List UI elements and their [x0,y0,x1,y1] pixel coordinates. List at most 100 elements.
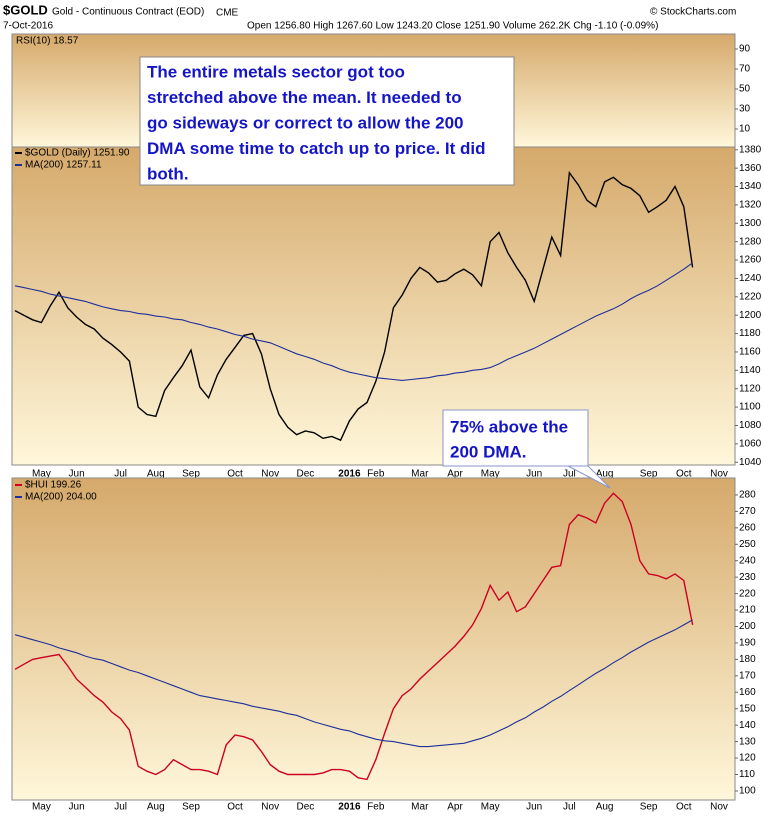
series-line [14,619,693,748]
y-tick-label: 1340 [739,181,762,192]
series-line [14,262,693,381]
annotation-text: stretched above the mean. It needed to [147,88,462,107]
y-tick-label: 1140 [739,365,761,376]
y-tick-label: 1100 [739,402,761,413]
y-tick-label: 90 [739,44,751,55]
x-tick-label: May [32,469,51,480]
x-tick-label: Jul [563,469,576,480]
x-tick-label: Jun [69,469,85,480]
x-tick-label: Dec [297,802,315,813]
annotation-text: 200 DMA. [450,442,527,461]
annotation-text: The entire metals sector got too [147,62,405,81]
annotation-box [139,56,515,186]
y-tick-label: 150 [739,703,756,714]
x-tick-label: Apr [447,469,463,480]
x-tick-label: Sep [640,802,658,813]
y-tick-label: 270 [739,506,756,517]
x-tick-label: Jun [526,802,542,813]
y-tick-label: 200 [739,621,756,632]
y-tick-label: 110 [739,769,755,780]
y-tick-label: 1280 [739,236,762,247]
x-tick-label: Apr [447,802,463,813]
y-tick-label: 1120 [739,383,761,394]
x-tick-label: Sep [640,469,658,480]
x-tick-label: Feb [367,469,385,480]
x-tick-label: Aug [596,802,614,813]
y-tick-label: 250 [739,539,756,550]
y-tick-label: 280 [739,490,756,501]
x-tick-label: Oct [676,802,692,813]
y-tick-label: 170 [739,670,756,681]
x-tick-label: Mar [411,469,429,480]
x-tick-label: Mar [411,802,429,813]
x-tick-label: Jun [69,802,85,813]
series-line [14,170,694,442]
y-tick-label: 230 [739,572,756,583]
y-tick-label: 1200 [739,310,762,321]
x-tick-label: Jul [563,802,576,813]
y-tick-label: 1040 [739,457,762,468]
y-tick-label: 190 [739,638,756,649]
y-tick-label: 180 [739,654,756,665]
x-tick-label: May [32,802,51,813]
quote: Open 1256.80 High 1267.60 Low 1243.20 Cl… [247,21,658,32]
y-tick-label: 160 [739,687,756,698]
x-tick-label: Dec [297,469,315,480]
x-tick-label: Nov [710,802,728,813]
source: © StockCharts.com [650,7,736,18]
panel-title: RSI(10) 18.57 [16,36,79,47]
x-tick-label: Oct [227,469,243,480]
y-tick-label: 1180 [739,328,761,339]
y-tick-label: 1360 [739,163,762,174]
x-tick-label: Jul [114,469,127,480]
annotation-text: DMA some time to catch up to price. It d… [147,139,485,158]
annotation-text: 75% above the [450,417,568,436]
y-tick-label: 240 [739,555,756,566]
legend-label: $GOLD (Daily) 1251.90 [25,148,130,159]
y-tick-label: 1300 [739,218,762,229]
x-tick-label: 2016 [338,802,361,813]
y-tick-label: 10 [739,124,751,135]
legend-label: MA(200) 204.00 [25,492,97,503]
y-tick-label: 130 [739,736,756,747]
y-tick-label: 1260 [739,255,762,266]
series-line [14,492,694,781]
y-tick-label: 260 [739,522,756,533]
y-tick-label: 1160 [739,347,761,358]
legend-label: MA(200) 1257.11 [25,160,102,171]
y-tick-label: 210 [739,605,756,616]
x-tick-label: Jun [526,469,542,480]
annotation-text: go sideways or correct to allow the 200 [147,113,464,132]
annotation-text: both. [147,164,189,183]
x-tick-label: 2016 [338,469,361,480]
y-tick-label: 120 [739,753,756,764]
y-tick-label: 1080 [739,420,762,431]
y-tick-label: 100 [739,786,756,797]
x-tick-label: Nov [710,469,728,480]
x-tick-label: Oct [676,469,692,480]
x-tick-label: Nov [261,802,279,813]
x-tick-label: Feb [367,802,385,813]
y-tick-label: 1220 [739,291,762,302]
x-tick-label: Jul [114,802,127,813]
x-tick-label: Aug [596,469,614,480]
x-tick-label: Sep [182,802,200,813]
annotation-box [442,409,589,467]
x-tick-label: Sep [182,469,200,480]
x-tick-label: Aug [147,802,165,813]
y-tick-label: 220 [739,588,756,599]
y-tick-label: 50 [739,84,751,95]
date: 7-Oct-2016 [3,21,53,32]
y-tick-label: 70 [739,64,751,75]
legend-label: $HUI 199.26 [25,480,82,491]
instrument-name: Gold - Continuous Contract (EOD) [52,7,204,18]
panel [11,146,736,466]
y-tick-label: 1240 [739,273,762,284]
x-tick-label: Aug [147,469,165,480]
y-tick-label: 1320 [739,200,762,211]
panel [11,477,736,801]
y-tick-label: 140 [739,720,756,731]
x-tick-label: Nov [261,469,279,480]
exchange: CME [216,8,239,19]
